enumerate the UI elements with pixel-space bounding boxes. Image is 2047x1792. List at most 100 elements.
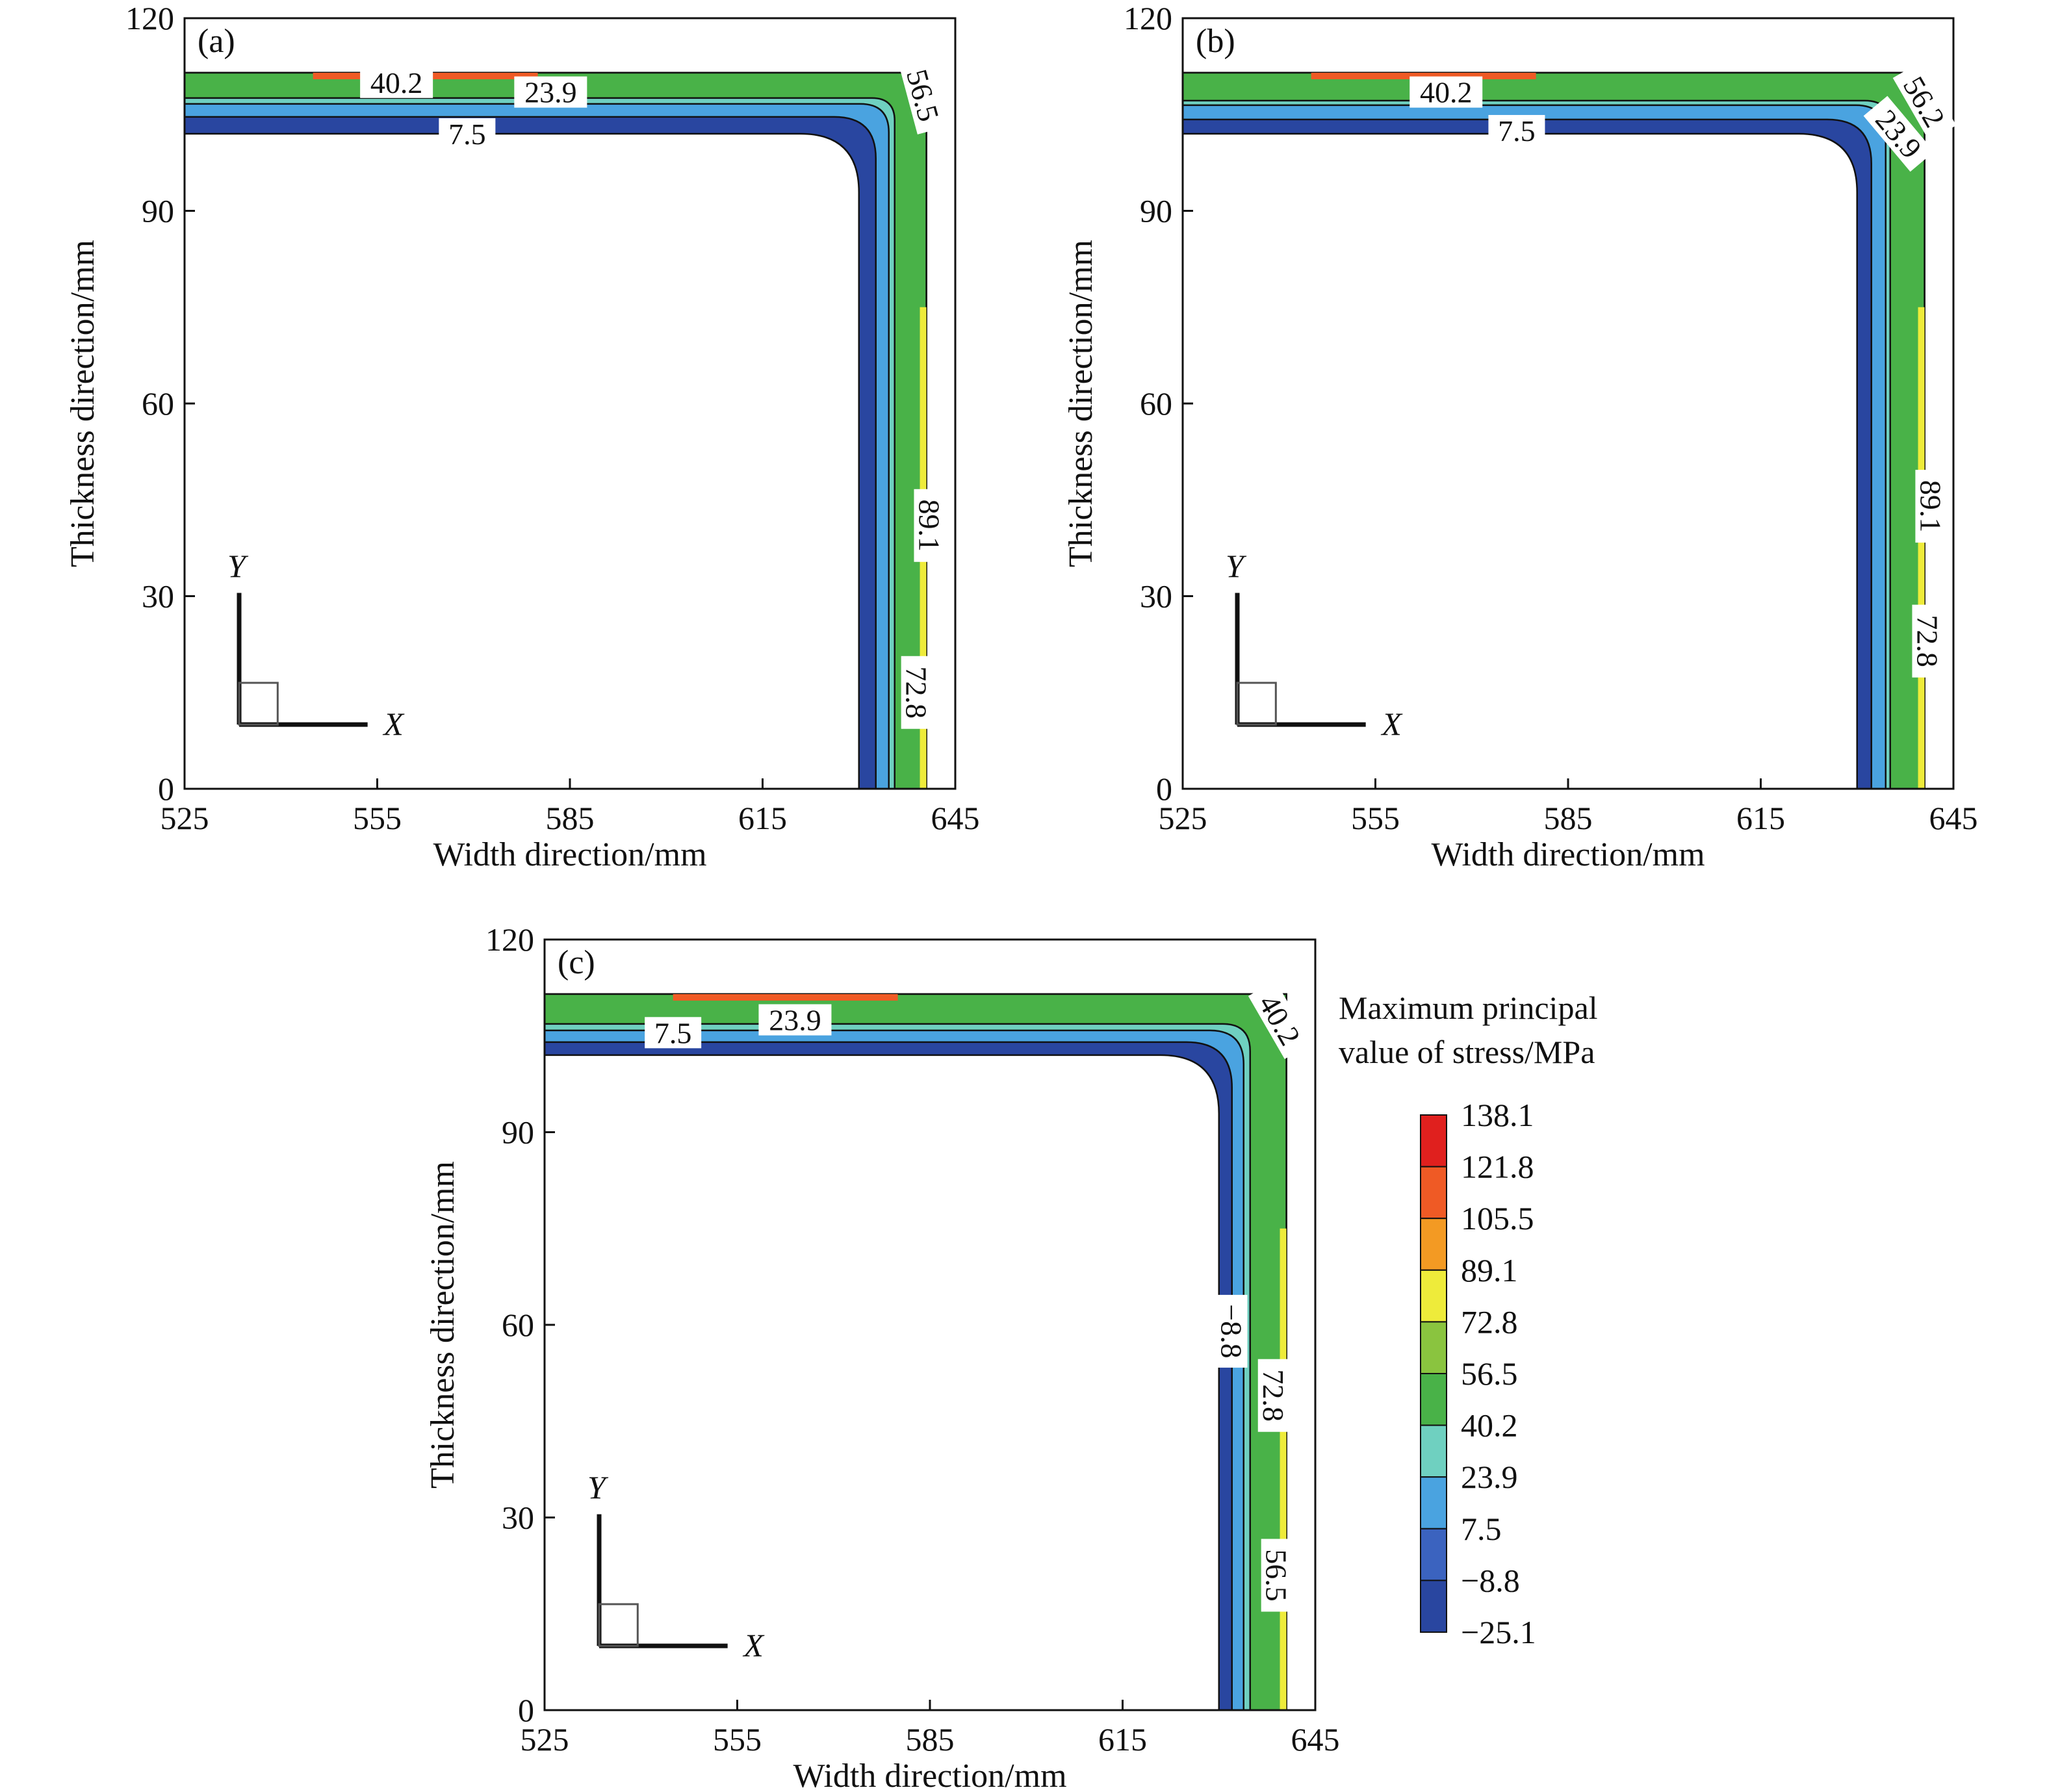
stress-band [543,993,1287,1711]
x-tick-label: 585 [906,1721,955,1758]
y-axis-glyph-label: Y [227,548,249,584]
legend-swatch [1420,1114,1447,1168]
svg-text:7.5: 7.5 [1498,114,1536,147]
hot-surface-band [1280,1228,1287,1710]
y-tick-label: 60 [502,1307,534,1343]
y-tick-label: 120 [1124,0,1172,36]
stress-band [1181,71,1925,790]
x-tick-label: 645 [1929,800,1978,836]
x-tick-label: 585 [546,800,595,836]
y-tick-label: 90 [142,193,174,229]
x-tick-label: 555 [713,1721,762,1758]
y-tick-label: 90 [502,1114,534,1151]
legend-colorbar [1420,1114,1447,1633]
y-tick-label: 30 [502,1500,534,1536]
svg-text:40.2: 40.2 [370,66,423,99]
x-tick-label: 525 [521,1721,569,1758]
y-tick-label: 60 [142,385,174,422]
y-tick-label: 0 [1156,771,1172,807]
x-axis-glyph-label: X [742,1627,765,1663]
contour-label: 23.9 [514,76,587,109]
y-axis-label: Thickness direction/mm [1062,240,1100,567]
x-axis-label: Width direction/mm [433,836,706,873]
svg-text:23.9: 23.9 [524,76,577,109]
stress-band [543,993,1287,1711]
hot-surface-band [1918,307,1925,789]
contour-label: 7.5 [439,118,496,151]
x-axis-label: Width direction/mm [1431,836,1705,873]
coordinate-axes-icon: YX [227,548,405,742]
legend-level-labels: 138.1 121.8 105.5 89.1 72.8 56.5 40.2 23.9 7.5 −8… [1461,1097,1536,1650]
stress-band [183,71,927,790]
stress-field [543,993,1287,1711]
legend-level-label: −25.1 [1461,1614,1536,1650]
contour-label: 72.8 [1257,1359,1290,1432]
y-axis-glyph-label: Y [587,1469,609,1505]
legend-level-label: 7.5 [1461,1511,1502,1547]
contour-label: 7.5 [645,1016,702,1049]
contour-label: 23.9 [758,1004,832,1037]
legend-swatch [1420,1424,1447,1478]
panel-c: 525 555 585 615 645 0 30 60 90 120 Width direction… [424,921,1340,1792]
y-axis-label: Thickness direction/mm [64,240,101,567]
legend-level-label: 40.2 [1461,1407,1518,1444]
legend-level-label: 56.5 [1461,1355,1518,1392]
svg-text:40.2: 40.2 [1420,76,1473,109]
stress-legend: Maximum principal value of stress/MPa 13… [1339,990,1598,1650]
svg-text:23.9: 23.9 [769,1004,821,1037]
contour-label: 89.1 [1914,470,1947,543]
y-tick-label: 120 [125,0,174,36]
stress-band [183,71,927,790]
legend-level-label: −8.8 [1461,1562,1520,1598]
y-tick-label: 60 [1140,385,1172,422]
stress-band [543,993,1287,1711]
y-tick-label: 90 [1140,193,1172,229]
y-tick-label: 0 [518,1692,534,1728]
stress-band [183,71,927,790]
panel-label: (a) [198,23,235,60]
x-tick-label: 615 [1736,800,1785,836]
legend-title-line1: Maximum principal [1339,990,1598,1026]
svg-text:−8.8: −8.8 [1215,1304,1248,1358]
svg-text:72.8: 72.8 [1911,615,1944,667]
legend-swatch [1420,1218,1447,1271]
contour-label: 40.2 [1410,76,1483,109]
legend-level-label: 72.8 [1461,1303,1518,1340]
panel-a: 525 555 585 615 645 0 30 60 90 120 Width direction… [64,0,980,873]
x-tick-label: 555 [353,800,402,836]
contour-label: 7.5 [1488,114,1545,147]
contour-label: 40.2 [360,66,433,99]
hot-surface-band [673,994,898,1001]
stress-band [183,71,927,790]
panel-label: (c) [558,944,595,981]
contour-label: 72.8 [900,656,933,729]
y-tick-label: 30 [1140,578,1172,615]
stress-band [1181,71,1925,790]
stress-field [1181,71,1925,790]
svg-text:72.8: 72.8 [900,667,933,719]
contour-label: 56.5 [1260,1539,1293,1612]
x-tick-label: 555 [1351,800,1400,836]
coordinate-axes-icon: YX [1226,548,1403,742]
legend-title-line2: value of stress/MPa [1339,1034,1595,1070]
y-tick-label: 30 [142,578,174,615]
x-tick-label: 615 [1098,1721,1147,1758]
legend-level-label: 121.8 [1461,1149,1534,1185]
x-tick-label: 525 [1159,800,1207,836]
x-tick-label: 585 [1544,800,1593,836]
legend-swatch [1420,1528,1447,1581]
svg-text:56.5: 56.5 [1260,1549,1293,1602]
contour-label: −8.8 [1215,1294,1248,1368]
legend-swatch [1420,1269,1447,1323]
svg-text:7.5: 7.5 [654,1016,692,1049]
svg-text:72.8: 72.8 [1257,1369,1290,1422]
x-axis-glyph-label: X [1380,706,1403,742]
svg-text:7.5: 7.5 [448,118,486,151]
panel-b: 525 555 585 615 645 0 30 60 90 120 Width direction… [1062,0,1978,873]
coordinate-axes-icon: YX [587,1469,765,1663]
contour-label: 89.1 [912,489,946,562]
y-tick-label: 120 [485,921,534,958]
legend-level-label: 105.5 [1461,1200,1534,1236]
legend-level-label: 138.1 [1461,1097,1534,1133]
